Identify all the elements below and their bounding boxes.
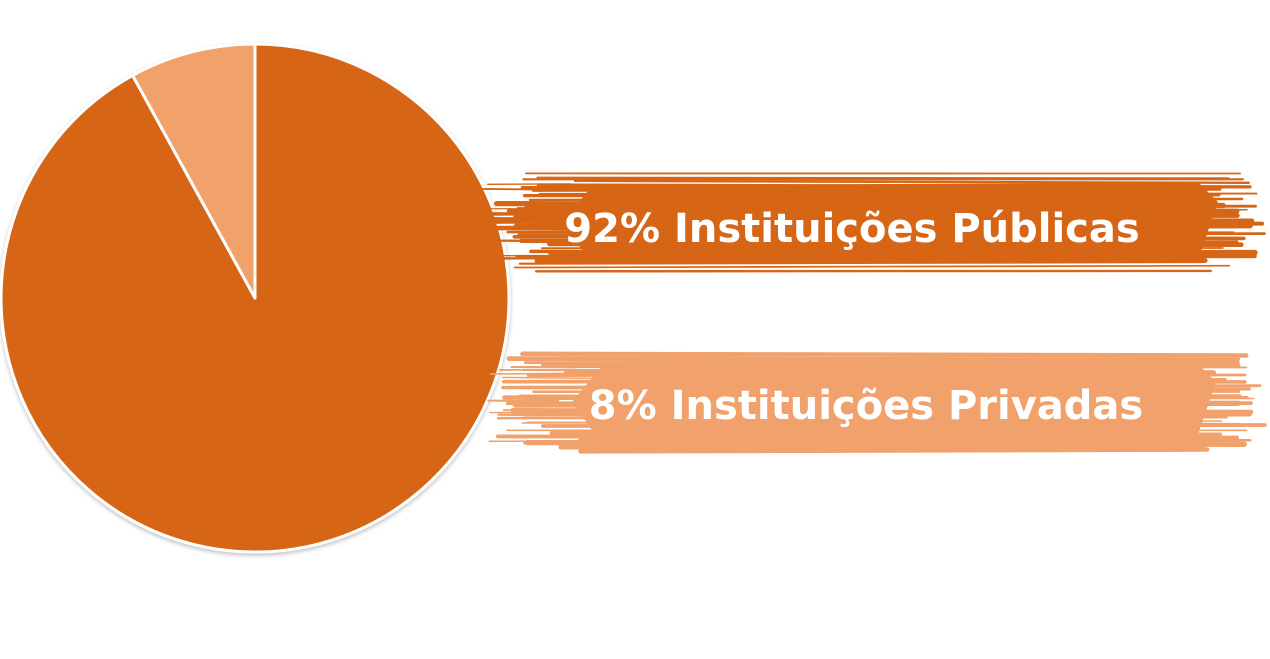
brush-streak [549,431,1223,437]
brush-streak [513,264,1231,269]
brush-streak [501,385,1251,391]
brush-tail [497,413,620,417]
brush-streak [540,362,1241,367]
brush-streak [502,394,1242,400]
brush-streak [496,415,1228,420]
brush-streak [526,373,1247,377]
brush-streak [551,254,1257,260]
brush-tail [488,254,614,257]
brush-streak [495,434,1239,440]
brush-streak [523,414,1252,417]
brush-streak [578,438,1252,442]
brush-tail [502,376,621,380]
brush-streak [541,423,1267,428]
legend-label-private: 8% Instituições Privadas [589,383,1143,429]
brush-streak [522,193,1221,198]
brush-streak [573,179,1250,184]
brush-tail [480,187,553,191]
brush-streak [517,232,1266,237]
brush-streak [536,176,1230,180]
brush-streak [546,241,1244,247]
brush-streak [528,197,1244,202]
brush-streak [512,400,1241,408]
legend-banner-private: 8% Instituições Privadas [487,351,1267,454]
brush-tail [478,227,598,232]
brush-streak [513,213,1240,220]
brush-streak [506,356,1240,363]
brush-streak [484,219,1254,224]
brush-streak [578,447,1210,454]
brush-streak [520,351,1249,358]
pie-slice-1 [131,42,257,300]
brush-streak [514,221,1265,228]
pie-group [0,42,511,554]
brush-streak [518,260,1205,265]
brush-streak [522,442,1194,446]
brush-streak [512,235,1246,241]
brush-streak [558,443,1206,450]
legend-banner-public: 92% Instituições Públicas [476,172,1266,273]
brush-streak [524,204,1257,209]
brush-streak [521,420,1223,424]
brush-streak [520,185,1240,189]
brush-streak [489,223,1253,231]
brush-tail [481,258,572,260]
brush-streak [523,397,1255,401]
legend-label-public: 92% Instituições Públicas [564,206,1139,252]
brush-streak [531,186,1222,192]
brush-streak [519,238,1239,245]
